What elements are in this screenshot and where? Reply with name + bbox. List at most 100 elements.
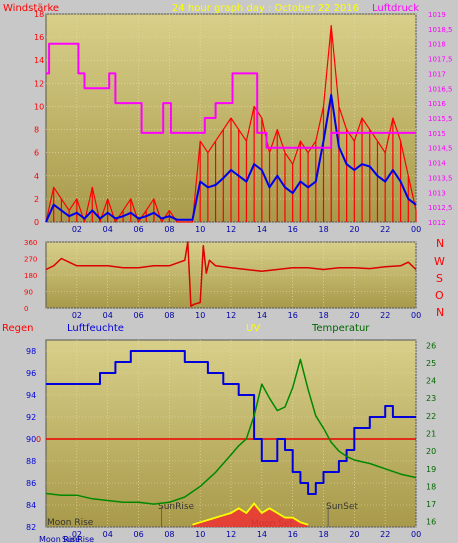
temperature-ytick-label: 23 — [426, 394, 436, 403]
direction-xtick-label: 20 — [349, 311, 359, 320]
humidity-axis-title: Luftfeuchte — [67, 323, 124, 334]
wind-xtick-label: 04 — [103, 225, 113, 234]
direction-xtick-label: 08 — [164, 311, 174, 320]
uv-line — [192, 502, 309, 526]
direction-ytick-label: 180 — [24, 272, 37, 280]
wind-xtick-label: 12 — [226, 225, 236, 234]
pressure-ytick-label: 1017 — [428, 70, 446, 78]
pressure-ytick-label: 1012 — [428, 219, 446, 227]
moon-rise-label: Moon Rise — [47, 518, 94, 528]
wind-xtick-label: 14 — [257, 225, 267, 234]
climate-xtick-label: 00 — [411, 530, 421, 539]
climate-xtick-label: 02 — [72, 530, 82, 539]
humidity-ytick-label: 82 — [26, 523, 36, 532]
climate-xtick-label: 06 — [134, 530, 144, 539]
direction-xtick-label: 04 — [103, 311, 113, 320]
temperature-line — [45, 358, 417, 505]
sunset-label: SunSet — [326, 502, 358, 512]
pressure-ytick-label: 1012,5 — [428, 204, 453, 212]
wind-xtick-label: 10 — [195, 225, 205, 234]
humidity-ytick-label: 94 — [26, 391, 36, 400]
wind-xtick-label: 22 — [380, 225, 390, 234]
temperature-ytick-label: 25 — [426, 359, 436, 368]
direction-label-n2: N — [436, 306, 444, 319]
humidity-ytick-label: 84 — [26, 501, 36, 510]
moon-rise-bottom-label: Moon Rise — [39, 535, 80, 543]
humidity-ytick-label: 90 — [26, 435, 36, 444]
temperature-ytick-label: 22 — [426, 412, 436, 421]
wind-ytick-label: 0 — [34, 218, 39, 227]
climate-xtick-label: 22 — [380, 530, 390, 539]
direction-label-o: O — [435, 289, 444, 302]
pressure-line — [46, 42, 416, 149]
wind-ytick-label: 14 — [34, 56, 44, 65]
direction-xtick-label: 12 — [226, 311, 236, 320]
climate-xtick-label: 14 — [257, 530, 267, 539]
humidity-ytick-label: 86 — [26, 479, 36, 488]
direction-ytick-label: 360 — [24, 239, 37, 247]
wind-xtick-label: 08 — [164, 225, 174, 234]
rain-axis-title: Regen — [2, 323, 34, 334]
direction-line — [45, 241, 417, 307]
climate-xtick-label: 04 — [103, 530, 113, 539]
pressure-ytick-label: 1014,5 — [428, 145, 453, 153]
humidity-line — [46, 350, 416, 495]
temperature-ytick-label: 19 — [426, 465, 436, 474]
wind-ytick-label: 16 — [34, 33, 44, 42]
wind-xtick-label: 20 — [349, 225, 359, 234]
pressure-ytick-label: 1015,5 — [428, 115, 453, 123]
wind-xtick-label: 18 — [319, 225, 329, 234]
pressure-ytick-label: 1016,5 — [428, 85, 453, 93]
uv-area — [192, 503, 309, 527]
wind-xtick-label: 16 — [288, 225, 298, 234]
pressure-ytick-label: 1013 — [428, 189, 446, 197]
wind-ytick-label: 12 — [34, 79, 44, 88]
humidity-ytick-label: 96 — [26, 369, 36, 378]
direction-xtick-label: 18 — [319, 311, 329, 320]
direction-label-w: W — [434, 255, 445, 268]
direction-xtick-label: 02 — [72, 311, 82, 320]
uv-axis-title: UV — [246, 323, 260, 334]
humidity-ytick-label: 98 — [26, 347, 36, 356]
direction-ytick-label: 270 — [24, 256, 37, 264]
pressure-ytick-label: 1013,5 — [428, 174, 453, 182]
wind-axis-title: Windstärke — [3, 3, 59, 14]
pressure-axis-title: Luftdruck — [372, 3, 419, 14]
wind-ytick-label: 6 — [34, 149, 39, 158]
rain-ytick-label: 0 — [36, 435, 41, 444]
wind-gust-line — [45, 25, 417, 223]
temperature-ytick-label: 16 — [426, 518, 436, 527]
wind-ytick-label: 2 — [34, 195, 39, 204]
temperature-ytick-label: 18 — [426, 482, 436, 491]
wind-xtick-label: 00 — [411, 225, 421, 234]
pressure-ytick-label: 1015 — [428, 130, 446, 138]
pressure-ytick-label: 1014 — [428, 160, 446, 168]
direction-xtick-label: 06 — [134, 311, 144, 320]
humidity-ytick-label: 92 — [26, 413, 36, 422]
wind-ytick-label: 4 — [34, 172, 39, 181]
pressure-ytick-label: 1019 — [428, 11, 446, 19]
wind-xtick-label: 06 — [134, 225, 144, 234]
direction-xtick-label: 00 — [411, 311, 421, 320]
direction-xtick-label: 14 — [257, 311, 267, 320]
humidity-ytick-label: 88 — [26, 457, 36, 466]
direction-label-n1: N — [436, 237, 444, 250]
climate-xtick-label: 10 — [195, 530, 205, 539]
direction-label-s: S — [436, 272, 443, 285]
wind-xtick-label: 02 — [72, 225, 82, 234]
wind-ytick-label: 10 — [34, 102, 44, 111]
climate-xtick-label: 16 — [288, 530, 298, 539]
wind-ytick-label: 18 — [34, 10, 44, 19]
temperature-ytick-label: 24 — [426, 377, 436, 386]
climate-xtick-label: 20 — [349, 530, 359, 539]
temperature-axis-title: Temperatur — [311, 323, 370, 334]
direction-xtick-label: 22 — [380, 311, 390, 320]
pressure-ytick-label: 1018 — [428, 41, 446, 49]
temperature-ytick-label: 20 — [426, 447, 436, 456]
direction-xtick-label: 16 — [288, 311, 298, 320]
direction-xtick-label: 10 — [195, 311, 205, 320]
wind-average-line — [45, 93, 417, 223]
sunrise-label: SunRise — [158, 502, 195, 512]
